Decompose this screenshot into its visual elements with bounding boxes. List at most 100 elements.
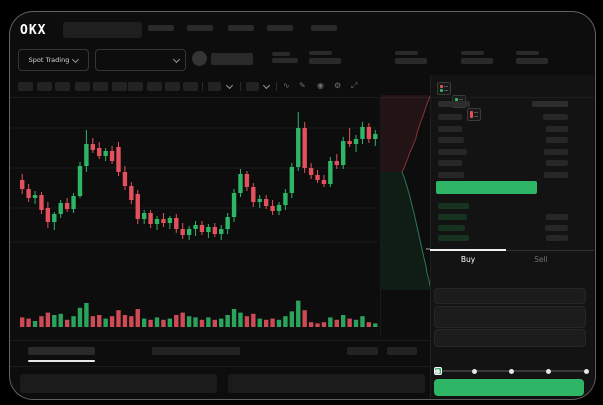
timeframe-button[interactable]	[18, 82, 33, 91]
nav-item[interactable]	[148, 25, 174, 31]
ask-row[interactable]	[430, 171, 594, 180]
ask-row[interactable]	[430, 159, 594, 168]
ask-price-skeleton	[438, 171, 464, 178]
fullscreen-icon[interactable]: ⤢	[351, 81, 358, 90]
ask-price-skeleton	[438, 137, 464, 143]
footer-action[interactable]	[347, 347, 378, 355]
tab-buy[interactable]: Buy	[460, 255, 476, 264]
candlestick-chart[interactable]	[9, 11, 596, 400]
timeframe-button[interactable]	[55, 82, 70, 91]
timeframe-button[interactable]	[75, 82, 90, 91]
pair-selector[interactable]	[95, 49, 186, 71]
footer-tab-active[interactable]	[28, 347, 95, 355]
timeframe-button[interactable]	[165, 82, 180, 91]
amount-input[interactable]	[434, 306, 586, 328]
tab-sell[interactable]: Sell	[534, 255, 548, 264]
book-combined-icon[interactable]	[437, 82, 451, 95]
depth-strip-divider	[380, 97, 381, 337]
bid-row[interactable]	[430, 234, 594, 243]
bid-amount-skeleton	[546, 235, 568, 242]
buy-submit-button[interactable]	[434, 379, 584, 396]
nav-item[interactable]	[187, 25, 213, 31]
order-book-col-header	[532, 101, 568, 107]
toolbar-divider	[240, 82, 241, 91]
stat-label-skeleton	[272, 52, 290, 56]
timeframe-button[interactable]	[37, 82, 52, 91]
pair-name-skeleton	[211, 53, 253, 65]
bid-row[interactable]	[430, 213, 594, 222]
market-type-label: Spot Trading	[28, 56, 70, 64]
ask-row[interactable]	[430, 148, 594, 157]
bid-row[interactable]	[430, 202, 594, 211]
footer-tab[interactable]	[152, 347, 240, 355]
ask-amount-skeleton	[546, 125, 568, 132]
settings-icon[interactable]: ⚙	[334, 81, 342, 90]
stat-value-skeleton	[516, 58, 548, 64]
bottom-panel-block[interactable]	[20, 374, 217, 393]
nav-item[interactable]	[228, 25, 254, 31]
slider-stop[interactable]	[434, 368, 440, 374]
toolbar-divider	[202, 82, 203, 91]
timeframe-button[interactable]	[128, 82, 143, 91]
timeframe-button[interactable]	[93, 82, 108, 91]
order-book-col-header	[438, 101, 470, 107]
timeframe-button[interactable]	[112, 82, 127, 91]
ask-amount-skeleton	[544, 148, 568, 155]
buy-tab-indicator	[430, 249, 506, 251]
ask-price-skeleton	[438, 114, 462, 120]
footer-tab-underline	[28, 360, 95, 362]
nav-item[interactable]	[267, 25, 293, 31]
stat-label-skeleton	[461, 51, 484, 55]
bid-row[interactable]	[430, 224, 594, 233]
market-type-selector[interactable]: Spot Trading	[18, 49, 89, 71]
ask-price-skeleton	[438, 148, 467, 155]
ask-price-skeleton	[438, 160, 462, 166]
footer-divider	[10, 340, 430, 341]
toolbar-bottom-divider	[10, 97, 430, 98]
order-book-header-divider	[430, 97, 594, 98]
ask-row[interactable]	[430, 136, 594, 145]
wave-icon[interactable]: ∿	[283, 81, 290, 90]
stat-value-skeleton	[309, 58, 341, 64]
trade-tabs-divider	[430, 250, 594, 251]
last-price-highlight[interactable]	[436, 181, 537, 194]
search-input[interactable]	[63, 22, 142, 38]
price-input[interactable]	[434, 288, 586, 304]
ask-amount-skeleton	[546, 137, 568, 143]
indicator-button[interactable]	[246, 82, 259, 91]
ask-row[interactable]	[430, 113, 594, 122]
stat-label-skeleton	[516, 51, 539, 55]
total-input[interactable]	[434, 329, 586, 347]
book-asks-icon[interactable]	[467, 108, 481, 121]
ask-price-skeleton	[438, 125, 462, 132]
footer-action[interactable]	[387, 347, 417, 355]
stat-label-skeleton	[395, 51, 418, 55]
slider-stop[interactable]	[471, 368, 477, 374]
timeframe-button[interactable]	[147, 82, 162, 91]
app-window: OKX Spot Trading ∿ ✎ ◉ ⚙ ⤢	[9, 11, 596, 400]
ask-amount-skeleton	[546, 160, 568, 166]
nav-item[interactable]	[311, 25, 337, 31]
slider-stop[interactable]	[583, 368, 589, 374]
stat-value-skeleton	[461, 58, 493, 64]
coin-avatar	[192, 51, 207, 66]
ask-amount-skeleton	[543, 114, 568, 120]
slider-stop[interactable]	[509, 368, 514, 374]
panel-divider	[430, 75, 431, 398]
toolbar-divider	[276, 82, 277, 91]
bid-price-skeleton	[438, 224, 465, 231]
ask-row[interactable]	[430, 125, 594, 134]
timeframe-button[interactable]	[183, 82, 198, 91]
bottom-panel-block[interactable]	[228, 374, 425, 393]
bid-amount-skeleton	[546, 213, 568, 220]
slider-stop[interactable]	[546, 368, 552, 374]
bid-price-skeleton	[438, 213, 467, 220]
draw-icon[interactable]: ✎	[299, 81, 306, 90]
footer-divider	[10, 366, 430, 367]
chart-style-button[interactable]	[208, 82, 221, 91]
stat-value-skeleton	[272, 58, 298, 63]
camera-icon[interactable]: ◉	[317, 81, 324, 90]
okx-logo: OKX	[20, 23, 47, 38]
stat-label-skeleton	[309, 51, 332, 55]
bid-amount-skeleton	[545, 224, 568, 231]
